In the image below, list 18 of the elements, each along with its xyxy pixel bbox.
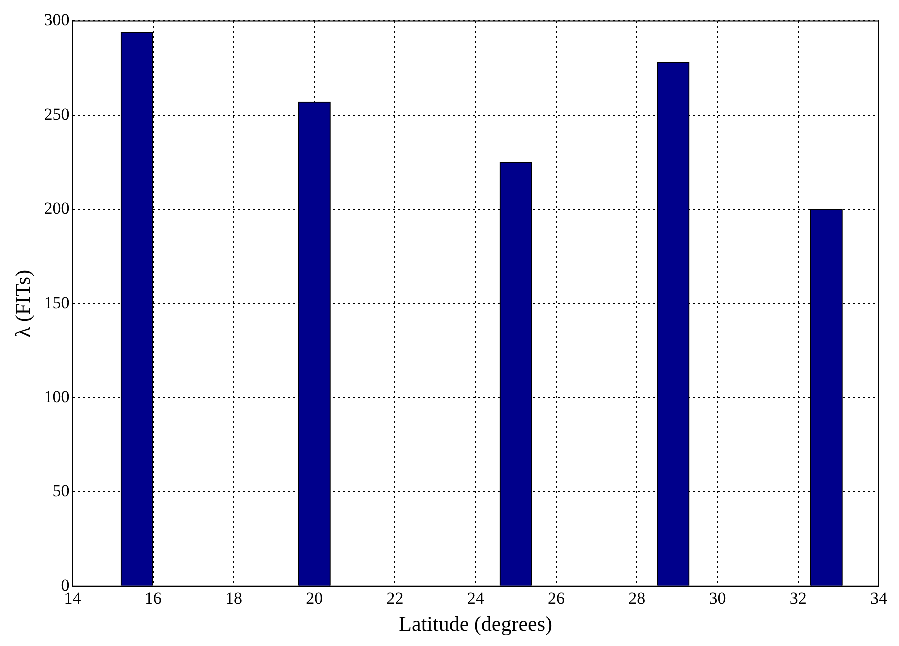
x-axis-title: Latitude (degrees) — [399, 612, 553, 636]
x-tick-label: 30 — [709, 589, 726, 608]
x-tick-label: 20 — [306, 589, 324, 608]
y-axis-title: λ (FITs) — [11, 270, 36, 338]
y-tick-label: 100 — [44, 387, 70, 406]
x-tick-label: 28 — [628, 589, 646, 608]
y-tick-label: 50 — [52, 482, 70, 501]
x-tick-label: 24 — [467, 589, 485, 608]
y-tick-label: 300 — [44, 10, 70, 30]
x-tick-label: 34 — [870, 589, 888, 608]
x-tick-label: 18 — [225, 589, 242, 608]
y-tick-label: 150 — [44, 293, 70, 312]
y-tick-label: 200 — [44, 199, 70, 218]
x-tick-label: 16 — [144, 589, 162, 608]
x-tick-label: 22 — [386, 589, 404, 608]
x-tick-label: 26 — [548, 589, 565, 608]
y-tick-label: 250 — [44, 104, 70, 124]
x-tick-label: 32 — [790, 589, 807, 608]
